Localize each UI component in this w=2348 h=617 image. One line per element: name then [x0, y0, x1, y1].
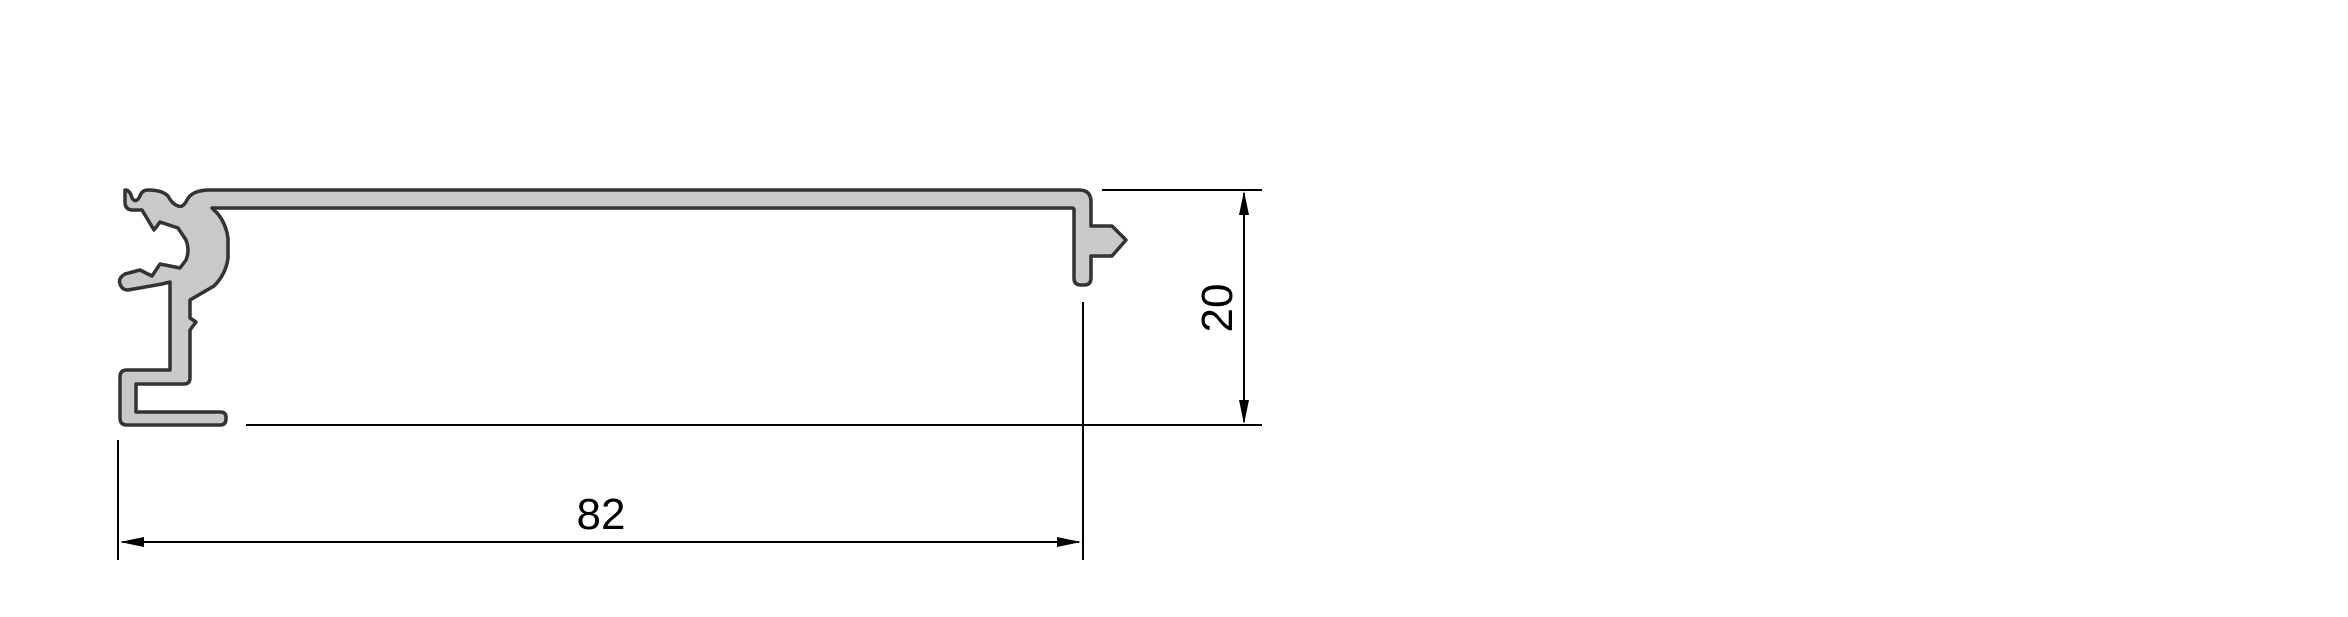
- width-arrow-right: [1057, 537, 1081, 547]
- profile-shape: [117, 188, 1128, 427]
- height-dimension-label: 20: [1193, 284, 1242, 333]
- profile-cross-section: [117, 188, 1128, 427]
- extension-lines: [117, 189, 1262, 560]
- height-arrow-top: [1239, 191, 1249, 215]
- width-dimension-label: 82: [577, 490, 626, 539]
- width-arrow-left: [120, 537, 144, 547]
- width-dimension: 82: [120, 490, 1081, 547]
- height-dimension: 20: [1193, 191, 1249, 424]
- height-arrow-bottom: [1239, 400, 1249, 424]
